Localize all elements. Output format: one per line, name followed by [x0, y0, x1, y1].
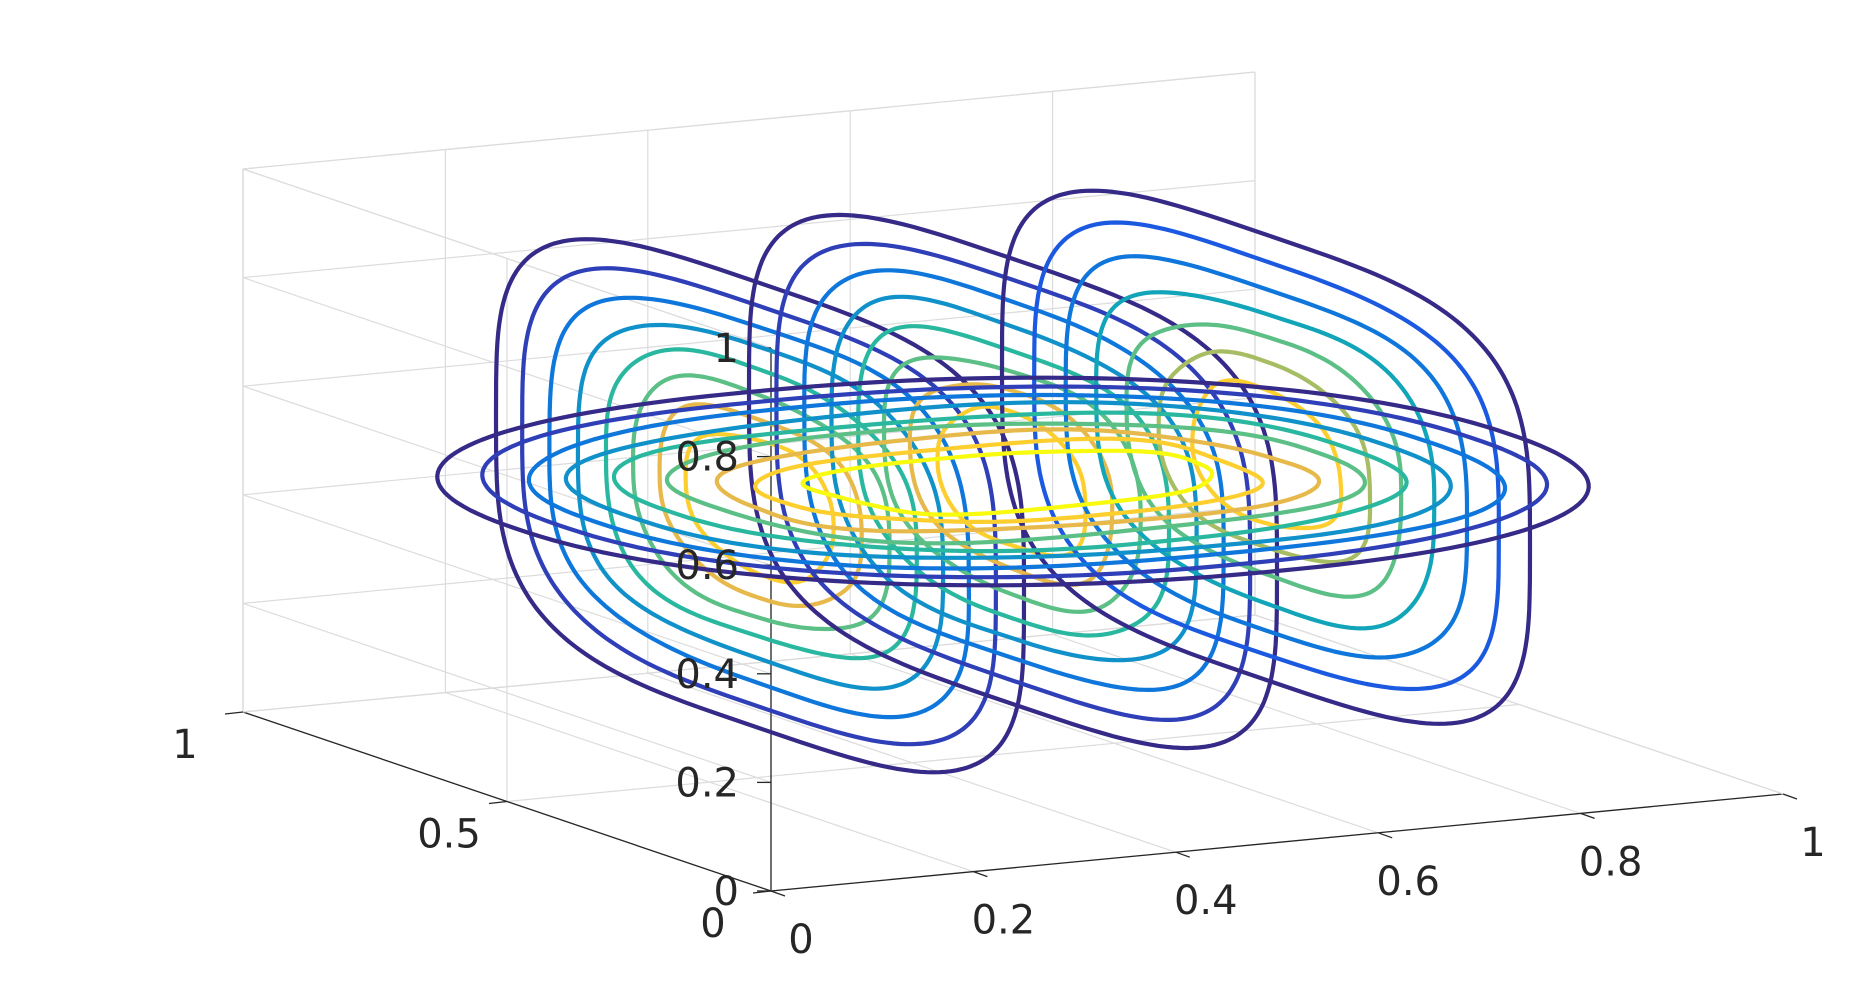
z-tick-label: 0.8 — [675, 435, 739, 481]
x-tick-mark — [1377, 832, 1393, 839]
box-edge-back — [242, 168, 772, 349]
contour-line — [753, 436, 1265, 524]
contour-line — [800, 448, 1215, 517]
contour-line — [480, 384, 1550, 580]
box-edge-back — [242, 614, 1256, 713]
contour-line — [1063, 254, 1470, 660]
contour-line — [714, 427, 1322, 534]
z-tick-label: 0.2 — [675, 760, 739, 806]
x-tick-mark — [1580, 812, 1595, 820]
grid-line — [242, 494, 772, 675]
x-tick-label: 0.6 — [1376, 859, 1440, 905]
z-tick-label: 0 — [714, 869, 739, 915]
x-tick-label: 0.2 — [972, 898, 1036, 944]
z-tick-label: 0.6 — [675, 543, 739, 589]
contour-lines — [435, 188, 1591, 775]
grid-line — [242, 385, 772, 566]
contour-line — [493, 237, 1027, 775]
contour-line — [664, 421, 1367, 546]
z-tick-label: 0.4 — [675, 652, 739, 698]
x-tick-mark — [1175, 851, 1191, 858]
contour-line — [881, 355, 1143, 614]
box-edge-back — [1254, 614, 1784, 795]
tick-labels: 0 0.2 0.4 0.6 0.8 1 0 0.5 1 0 0.2 0.4 0.6 0.8 1 — [172, 326, 1825, 963]
grid-lines — [242, 71, 1784, 892]
contour-line — [526, 392, 1508, 571]
y-tick-label: 0 — [700, 901, 725, 947]
x-tick-mark — [973, 870, 988, 878]
x-tick-label: 1 — [1800, 820, 1825, 866]
x-tick-mark — [770, 890, 786, 897]
y-tick-label: 0.5 — [417, 812, 481, 858]
y-tick-mark — [488, 800, 508, 805]
slice-z-0.5 — [435, 375, 1591, 588]
box-edge-back — [242, 71, 1256, 170]
contour-line — [435, 375, 1591, 588]
y-tick-mark — [224, 711, 244, 715]
x-tick-label: 0.8 — [1579, 839, 1643, 885]
contour-line — [611, 410, 1409, 554]
grid-line — [506, 703, 1520, 803]
contour-line — [1124, 322, 1404, 599]
x-tick-mark — [1782, 793, 1798, 800]
y-tick-label: 1 — [172, 722, 197, 768]
grid-line — [242, 277, 772, 458]
axes-box — [224, 71, 1798, 897]
grid-line — [242, 180, 1256, 279]
contour-line — [563, 400, 1453, 560]
z-tick-label: 1 — [714, 326, 739, 372]
contour-line — [999, 188, 1533, 726]
x-tick-label: 0.4 — [1174, 878, 1238, 924]
grid-line — [242, 602, 772, 783]
contour-line — [683, 432, 836, 585]
contour-line — [1190, 378, 1344, 531]
x-tick-label: 0 — [788, 917, 813, 963]
contour-line — [1156, 349, 1373, 565]
x-axis-line — [770, 793, 1784, 892]
